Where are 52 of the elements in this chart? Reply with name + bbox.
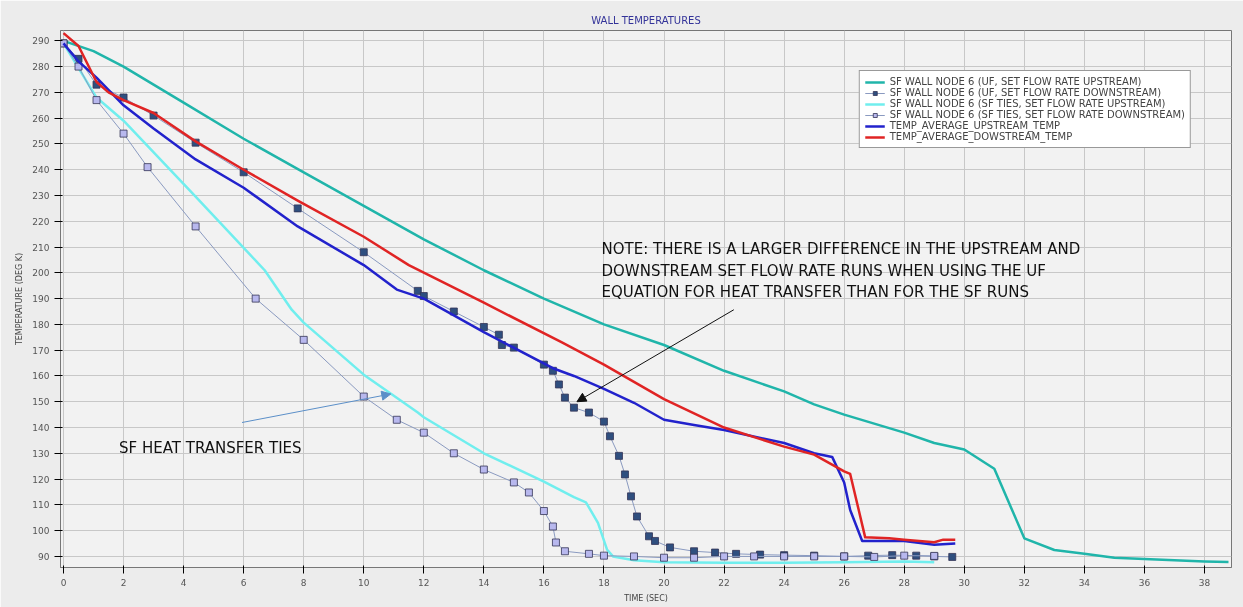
x-tick-label: 10 [358,577,370,588]
chart-title: WALL TEMPERATURES [591,14,701,26]
y-tick-label: 190 [32,294,50,305]
legend-label: TEMP_AVERAGE_UPSTREAM_TEMP [889,120,1061,131]
y-tick-label: 230 [32,190,50,201]
x-tick-label: 6 [240,577,247,588]
y-tick-label: 250 [32,139,50,150]
x-tick-label: 14 [478,577,490,588]
x-tick-label: 16 [538,577,550,588]
y-tick-label: 210 [32,242,50,253]
legend-label: SF WALL NODE 6 (SF TIES, SET FLOW RATE DOWNSTREAM) [889,109,1185,120]
y-tick-label: 220 [32,216,50,227]
x-tick-label: 24 [778,577,791,588]
y-tick-label: 130 [32,448,50,459]
x-axis-title: TIME (SEC) [623,593,668,603]
y-tick-label: 280 [32,62,50,73]
x-tick-label: 22 [718,577,730,588]
x-tick-label: 30 [958,577,971,588]
y-axis-title: TEMPERATURE (DEG K) [15,252,25,347]
y-tick-label: 100 [32,526,50,537]
y-tick-label: 90 [38,551,50,562]
x-tick-label: 2 [120,577,127,588]
y-tick-label: 170 [32,345,50,356]
x-tick-label: 0 [60,577,67,588]
legend-label: SF WALL NODE 6 (SF TIES, SET FLOW RATE UPSTREAM) [889,98,1166,109]
x-tick-label: 8 [300,577,307,588]
y-tick-label: 150 [32,397,50,408]
y-tick-label: 240 [32,165,50,176]
x-tick-label: 18 [598,577,610,588]
y-tick-label: 180 [32,319,50,330]
y-tick-label: 290 [32,36,50,47]
y-tick-label: 160 [32,371,50,382]
annotation: NOTE: THERE IS A LARGER DIFFERENCE IN THE UPSTREAM AND DOWNSTREAM SET FLOW RATE RUNS WHEN USING THE UF EQUATION FOR HEAT TRANSFER THAN FOR THE SF RUNS [601,239,1081,302]
legend-label: SF WALL NODE 6 (UF, SET FLOW RATE UPSTREAM) [889,76,1142,87]
x-tick-label: 34 [1078,577,1091,588]
legend-label: SF WALL NODE 6 (UF, SET FLOW RATE DOWNSTREAM) [889,87,1162,98]
y-tick-label: 270 [32,87,50,98]
x-tick-label: 4 [180,577,187,588]
x-tick-label: 36 [1138,577,1151,588]
y-tick-label: 120 [32,474,50,485]
x-tick-label: 38 [1198,577,1211,588]
y-tick-label: 200 [32,268,50,279]
y-tick-label: 110 [32,500,50,511]
annotation: SF HEAT TRANSFER TIES [119,438,302,457]
legend-label: TEMP_AVERAGE_DOWSTREAM_TEMP [889,131,1073,142]
x-tick-label: 32 [1018,577,1031,588]
x-tick-label: 28 [898,577,911,588]
x-tick-label: 20 [658,577,671,588]
x-tick-label: 26 [838,577,851,588]
x-tick-label: 12 [418,577,430,588]
y-tick-label: 260 [32,113,50,124]
y-tick-label: 140 [32,423,50,434]
